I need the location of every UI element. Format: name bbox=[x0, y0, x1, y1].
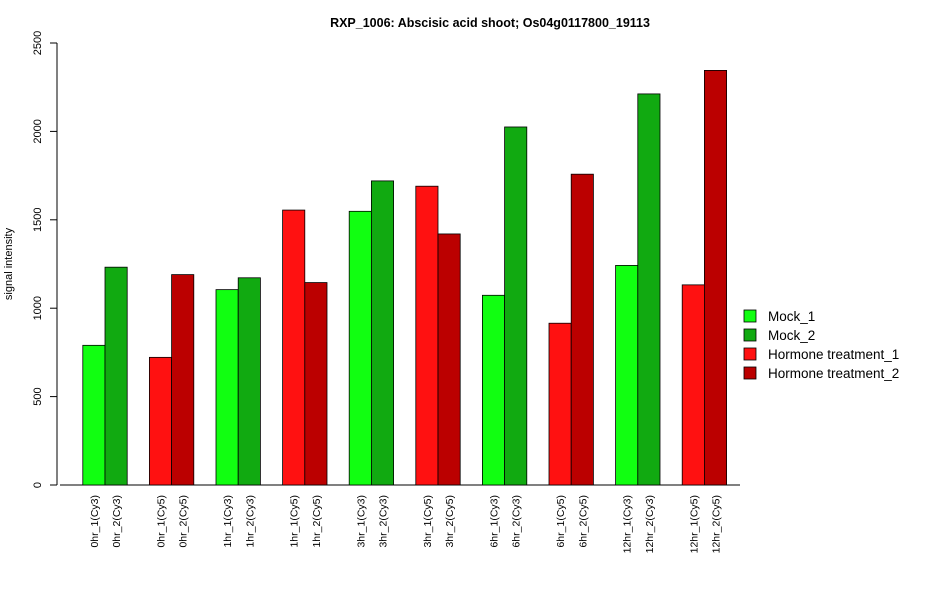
legend-label: Hormone treatment_2 bbox=[768, 366, 899, 381]
x-tick-label: 0hr_2(Cy3) bbox=[111, 495, 123, 548]
x-tick-label: 1hr_2(Cy5) bbox=[311, 495, 323, 548]
x-tick-label: 6hr_1(Cy3) bbox=[489, 495, 501, 548]
x-tick-label: 6hr_1(Cy5) bbox=[555, 495, 567, 548]
bar bbox=[704, 70, 728, 486]
x-tick-label: 3hr_1(Cy5) bbox=[422, 495, 434, 548]
x-tick-label: 12hr_2(Cy3) bbox=[644, 495, 656, 553]
bar bbox=[304, 282, 328, 486]
legend-swatch bbox=[743, 309, 757, 323]
y-tick-label: 0 bbox=[32, 482, 44, 488]
bars bbox=[82, 70, 728, 486]
bar bbox=[481, 294, 505, 486]
y-tick-label: 1500 bbox=[32, 208, 44, 232]
legend-swatch bbox=[743, 328, 757, 342]
x-tick-label: 1hr_2(Cy3) bbox=[244, 495, 256, 548]
legend-item: Hormone treatment_1 bbox=[743, 347, 899, 362]
bar bbox=[171, 274, 195, 486]
x-tick-label: 3hr_2(Cy3) bbox=[378, 495, 390, 548]
x-tick-label: 6hr_2(Cy5) bbox=[577, 495, 589, 548]
legend-item: Hormone treatment_2 bbox=[743, 366, 899, 381]
bar bbox=[282, 209, 306, 486]
x-tick-label: 12hr_2(Cy5) bbox=[711, 495, 723, 553]
y-tick-label: 1000 bbox=[32, 296, 44, 320]
bar bbox=[615, 265, 639, 486]
bar bbox=[148, 356, 172, 486]
y-tick-label: 500 bbox=[32, 387, 44, 405]
legend-swatch bbox=[743, 366, 757, 380]
bar bbox=[548, 322, 572, 486]
bar bbox=[637, 93, 661, 486]
x-tick-labels: 0hr_1(Cy3) 0hr_2(Cy3) 0hr_1(Cy5) 0hr_2(Cy5)… bbox=[89, 495, 723, 553]
bar bbox=[104, 266, 128, 486]
bar bbox=[370, 180, 394, 486]
x-tick-label: 1hr_1(Cy3) bbox=[222, 495, 234, 548]
bar bbox=[348, 210, 372, 486]
bar bbox=[437, 233, 461, 486]
legend-label: Mock_1 bbox=[768, 309, 815, 324]
x-tick-label: 0hr_1(Cy3) bbox=[89, 495, 101, 548]
y-axis: 0 500 1000 1500 2000 2500 bbox=[32, 31, 58, 488]
bar bbox=[681, 284, 705, 486]
y-axis-label: signal intensity bbox=[3, 227, 15, 300]
x-tick-label: 0hr_2(Cy5) bbox=[178, 495, 190, 548]
y-tick-label: 2000 bbox=[32, 119, 44, 143]
x-tick-label: 1hr_1(Cy5) bbox=[289, 495, 301, 548]
legend-label: Mock_2 bbox=[768, 328, 815, 343]
bar bbox=[504, 126, 528, 486]
bar bbox=[237, 277, 261, 486]
legend-item: Mock_2 bbox=[743, 328, 815, 343]
bar bbox=[215, 289, 239, 486]
bar bbox=[415, 185, 439, 486]
x-tick-label: 3hr_1(Cy3) bbox=[355, 495, 367, 548]
legend-swatch bbox=[743, 347, 757, 361]
legend: Mock_1 Mock_2 Hormone treatment_1 Hormone t… bbox=[743, 309, 899, 381]
y-tick-label: 2500 bbox=[32, 31, 44, 55]
bar bbox=[82, 344, 106, 486]
x-tick-label: 12hr_1(Cy5) bbox=[688, 495, 700, 553]
legend-label: Hormone treatment_1 bbox=[768, 347, 899, 362]
bar bbox=[570, 173, 594, 486]
x-tick-label: 12hr_1(Cy3) bbox=[622, 495, 634, 553]
x-tick-label: 3hr_2(Cy5) bbox=[444, 495, 456, 548]
x-tick-label: 6hr_2(Cy3) bbox=[511, 495, 523, 548]
x-tick-label: 0hr_1(Cy5) bbox=[156, 495, 168, 548]
chart-title: RXP_1006: Abscisic acid shoot; Os04g0117… bbox=[330, 16, 650, 30]
legend-item: Mock_1 bbox=[743, 309, 815, 324]
